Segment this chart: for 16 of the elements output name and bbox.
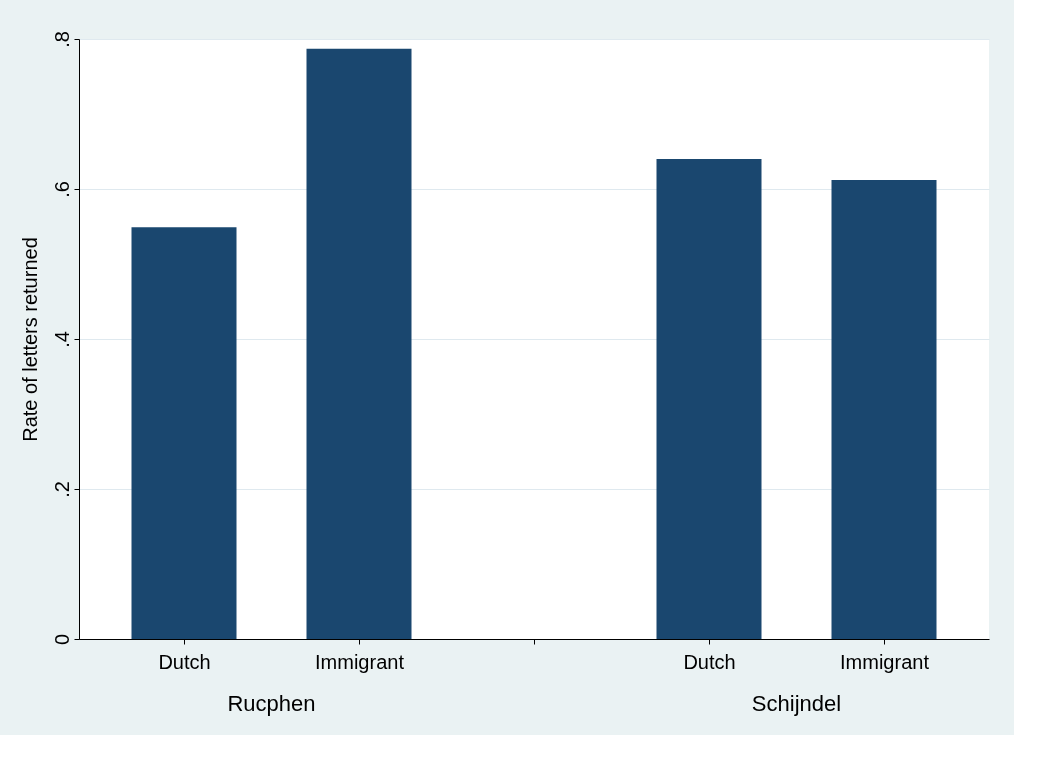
- text: Schijndel: [751, 691, 842, 716]
- x-tick-label: Dutch: [683, 650, 736, 673]
- text: Rucphen: [227, 691, 316, 716]
- bar: [131, 227, 237, 639]
- y-tick-label: 0: [50, 633, 73, 646]
- y-tick-label: .6: [50, 181, 73, 198]
- x-tick-label: Immigrant: [840, 650, 930, 673]
- bar: [831, 180, 937, 639]
- x-tick-label: Dutch: [158, 650, 211, 673]
- y-tick-label: .2: [50, 481, 73, 498]
- bar: [306, 48, 412, 639]
- y-tick-label: .8: [50, 31, 73, 48]
- x-tick-label: Immigrant: [315, 650, 405, 673]
- bar: [656, 159, 762, 639]
- y-tick-label: .4: [50, 331, 73, 348]
- y-axis-title: Rate of letters returned: [18, 237, 41, 442]
